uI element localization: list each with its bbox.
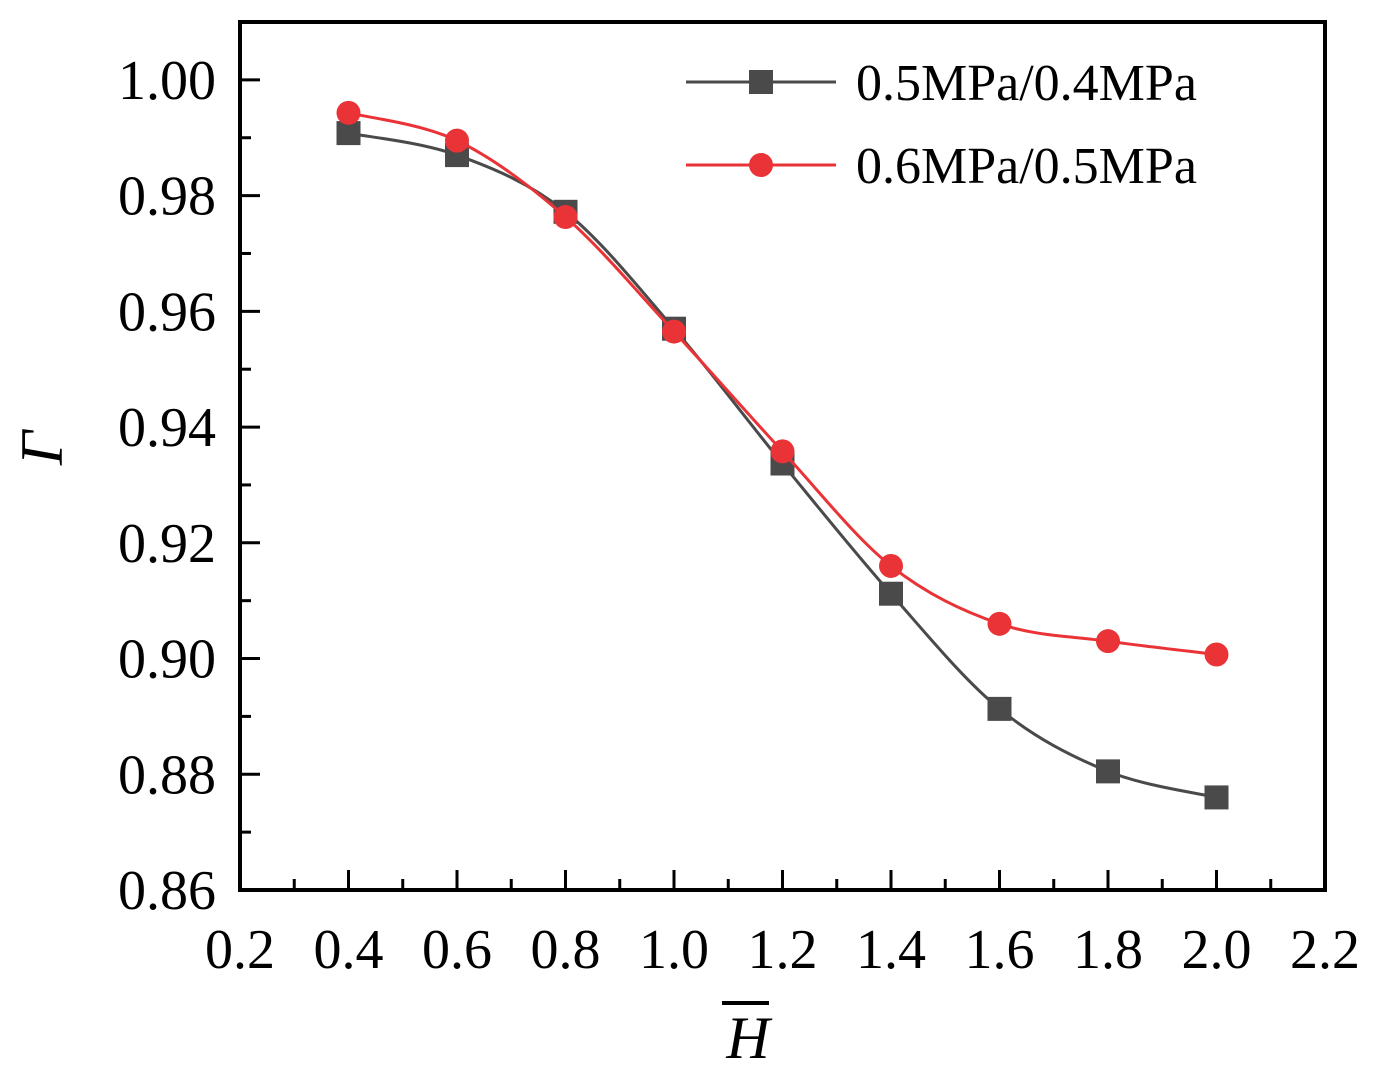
legend-item: 0.6MPa/0.5MPa xyxy=(686,138,1197,195)
x-tick-label: 1.2 xyxy=(748,919,818,981)
y-tick-label: 0.98 xyxy=(118,166,216,228)
y-tick-label: 0.90 xyxy=(118,629,216,691)
data-point xyxy=(879,581,903,606)
x-tick-label: 1.6 xyxy=(965,919,1035,981)
data-point xyxy=(1204,642,1229,667)
y-tick-label: 0.86 xyxy=(118,860,216,922)
x-tick-label: 0.2 xyxy=(205,919,275,981)
data-point xyxy=(879,553,903,578)
data-point xyxy=(1096,629,1120,654)
series-1 xyxy=(336,121,1229,810)
data-point xyxy=(987,611,1012,636)
data-point xyxy=(1204,785,1229,810)
x-tick-label: 0.8 xyxy=(531,919,601,981)
y-axis: 0.86 0.88 0.90 0.92 0.94 0.96 0.98 1.00 xyxy=(118,20,260,922)
legend-label: 0.5MPa/0.4MPa xyxy=(856,55,1197,112)
x-axis-title: H xyxy=(725,1005,773,1071)
legend: 0.5MPa/0.4MPa 0.6MPa/0.5MPa xyxy=(686,55,1197,195)
y-axis-title: Γ xyxy=(9,428,75,466)
legend-marker xyxy=(749,70,773,94)
series-layer xyxy=(336,100,1229,810)
data-point xyxy=(336,100,361,125)
y-tick-label: 0.92 xyxy=(118,513,216,575)
data-point xyxy=(987,696,1012,721)
data-point xyxy=(445,128,469,153)
series-2 xyxy=(336,100,1229,667)
data-point xyxy=(662,319,686,344)
x-tick-label: 1.8 xyxy=(1073,919,1143,981)
x-tick-label: 1.4 xyxy=(856,919,926,981)
x-tick-label: 0.4 xyxy=(314,919,384,981)
data-point xyxy=(1096,759,1120,784)
y-tick-label: 0.94 xyxy=(118,397,216,459)
x-axis: 0.2 0.4 0.6 0.8 1.0 1.2 1.4 1.6 1.8 2.0 2.2 xyxy=(205,870,1360,981)
legend-label: 0.6MPa/0.5MPa xyxy=(856,138,1197,195)
x-tick-label: 1.0 xyxy=(639,919,709,981)
y-tick-label: 1.00 xyxy=(118,50,216,112)
legend-marker xyxy=(749,153,773,177)
data-point xyxy=(336,121,361,146)
x-tick-label: 2.2 xyxy=(1290,919,1360,981)
y-tick-label: 0.96 xyxy=(118,281,216,343)
y-tick-label: 0.88 xyxy=(118,744,216,806)
x-tick-label: 0.6 xyxy=(422,919,492,981)
legend-item: 0.5MPa/0.4MPa xyxy=(686,55,1197,112)
x-tick-label: 2.0 xyxy=(1182,919,1252,981)
data-point xyxy=(553,205,578,230)
data-point xyxy=(770,439,795,464)
